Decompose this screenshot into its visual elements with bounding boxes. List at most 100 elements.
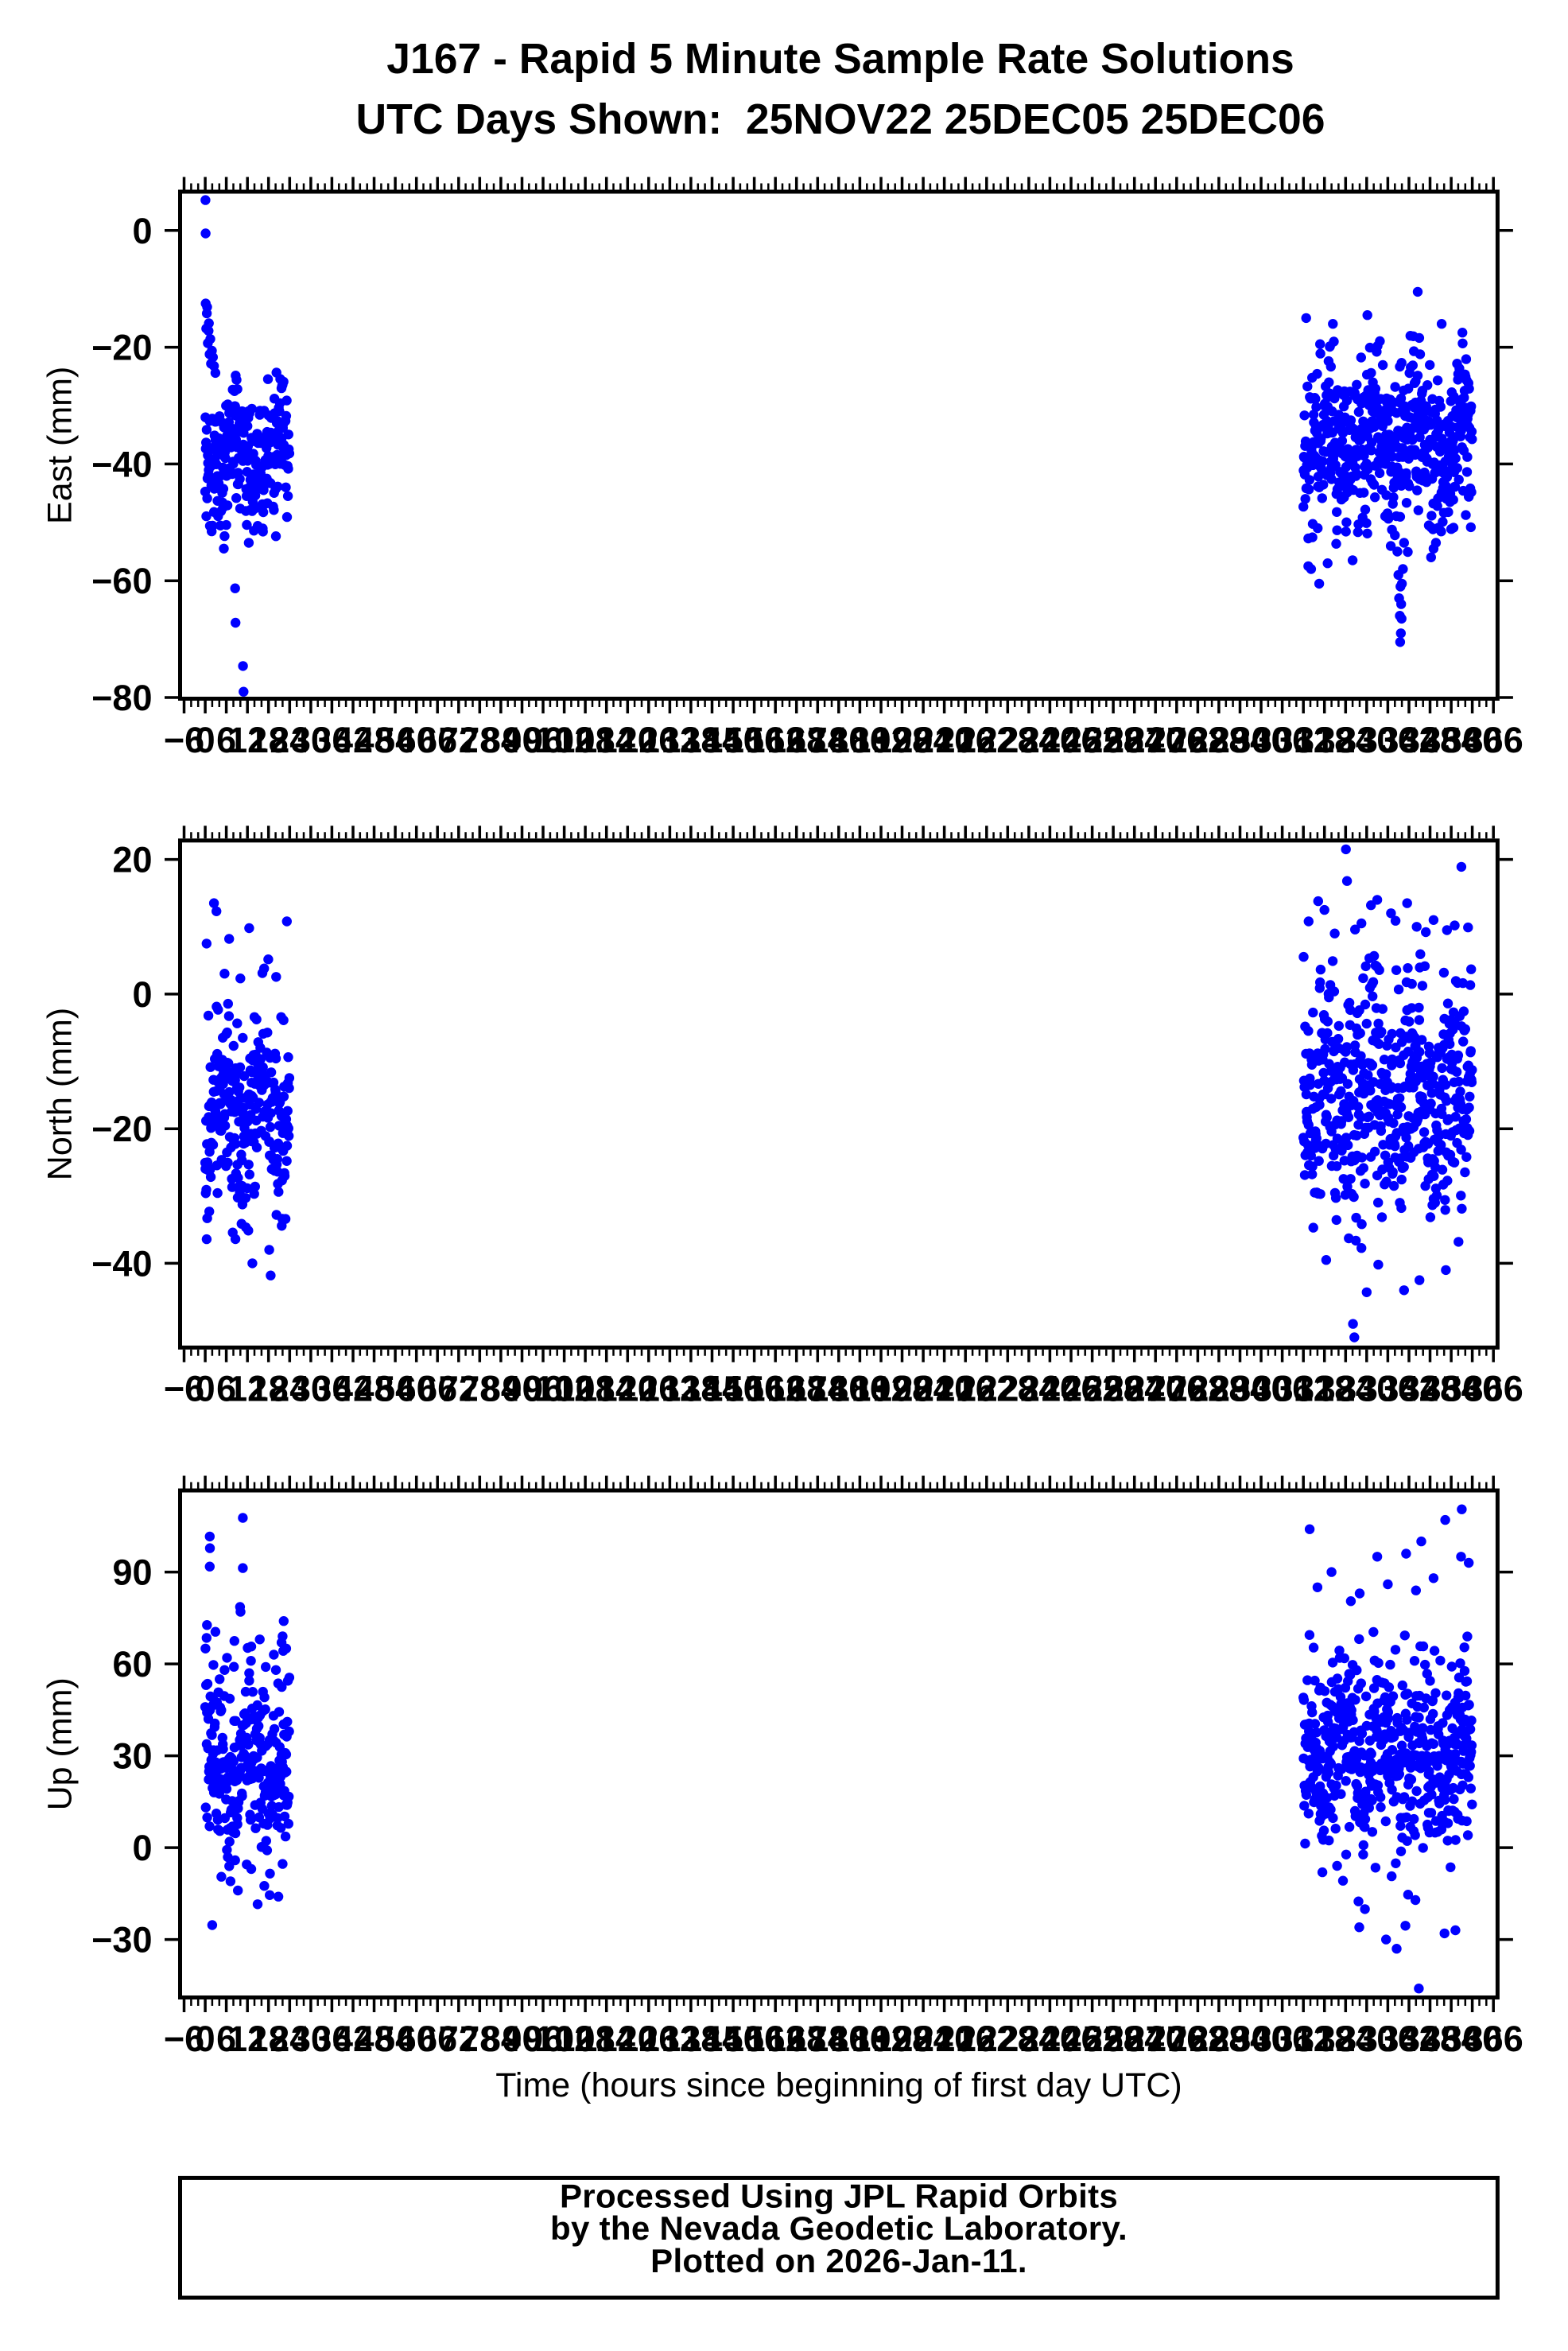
svg-text:240: 240	[1020, 2019, 1080, 2059]
svg-text:48: 48	[354, 2019, 394, 2059]
svg-text:132: 132	[640, 720, 700, 760]
svg-text:276: 276	[1147, 720, 1206, 760]
svg-text:312: 312	[1274, 720, 1333, 760]
svg-text:60: 60	[397, 2019, 437, 2059]
svg-text:312: 312	[1274, 2019, 1333, 2059]
svg-text:294: 294	[1210, 2019, 1270, 2059]
svg-text:168: 168	[767, 720, 826, 760]
svg-text:126: 126	[619, 1369, 678, 1409]
svg-text:150: 150	[704, 2019, 763, 2059]
svg-text:East (mm): East (mm)	[41, 367, 80, 524]
svg-text:234: 234	[999, 2019, 1058, 2059]
svg-text:North (mm): North (mm)	[41, 1008, 80, 1180]
svg-text:366: 366	[1464, 1369, 1523, 1409]
svg-text:324: 324	[1316, 720, 1376, 760]
svg-text:30: 30	[291, 1369, 331, 1409]
svg-text:126: 126	[619, 2019, 678, 2059]
svg-text:174: 174	[788, 1369, 848, 1409]
svg-text:216: 216	[936, 720, 996, 760]
svg-text:306: 306	[1252, 720, 1312, 760]
svg-text:276: 276	[1147, 1369, 1206, 1409]
svg-text:144: 144	[682, 720, 742, 760]
svg-text:Plotted on 2026-Jan-11.: Plotted on 2026-Jan-11.	[650, 2242, 1027, 2279]
svg-text:354: 354	[1422, 1369, 1481, 1409]
svg-text:0: 0	[132, 974, 152, 1015]
svg-text:36: 36	[312, 720, 351, 760]
svg-text:318: 318	[1294, 720, 1354, 760]
svg-text:24: 24	[270, 720, 309, 760]
svg-text:132: 132	[640, 2019, 700, 2059]
svg-text:318: 318	[1294, 1369, 1354, 1409]
svg-text:246: 246	[1041, 1369, 1100, 1409]
svg-text:78: 78	[460, 2019, 499, 2059]
svg-text:270: 270	[1126, 720, 1186, 760]
svg-text:18: 18	[249, 720, 289, 760]
svg-text:30: 30	[112, 1736, 152, 1777]
svg-text:282: 282	[1168, 2019, 1228, 2059]
svg-text:354: 354	[1422, 720, 1481, 760]
svg-text:360: 360	[1442, 1369, 1502, 1409]
svg-text:222: 222	[957, 720, 1016, 760]
svg-text:354: 354	[1422, 2019, 1481, 2059]
svg-text:246: 246	[1041, 2019, 1100, 2059]
svg-text:294: 294	[1210, 1369, 1270, 1409]
svg-text:252: 252	[1062, 1369, 1122, 1409]
svg-text:−20: −20	[91, 1109, 152, 1149]
svg-text:66: 66	[417, 720, 457, 760]
svg-text:240: 240	[1020, 720, 1080, 760]
svg-text:138: 138	[661, 1369, 720, 1409]
svg-text:30: 30	[291, 720, 331, 760]
svg-text:204: 204	[894, 2019, 953, 2059]
svg-text:78: 78	[460, 1369, 499, 1409]
svg-text:330: 330	[1337, 1369, 1396, 1409]
svg-text:60: 60	[397, 720, 437, 760]
svg-text:84: 84	[481, 2019, 521, 2059]
svg-text:96: 96	[523, 720, 563, 760]
svg-text:240: 240	[1020, 1369, 1080, 1409]
svg-text:90: 90	[112, 1552, 152, 1593]
svg-text:24: 24	[270, 2019, 309, 2059]
svg-text:282: 282	[1168, 1369, 1228, 1409]
svg-text:204: 204	[894, 720, 953, 760]
svg-text:306: 306	[1252, 1369, 1312, 1409]
svg-text:360: 360	[1442, 2019, 1502, 2059]
svg-text:−6: −6	[164, 1369, 204, 1409]
svg-text:42: 42	[333, 720, 373, 760]
svg-text:60: 60	[112, 1644, 152, 1685]
svg-text:228: 228	[978, 1369, 1038, 1409]
svg-text:300: 300	[1231, 2019, 1290, 2059]
svg-text:24: 24	[270, 1369, 309, 1409]
svg-text:114: 114	[577, 1369, 635, 1409]
svg-text:0: 0	[196, 2019, 215, 2059]
svg-text:276: 276	[1147, 2019, 1206, 2059]
svg-text:306: 306	[1252, 2019, 1312, 2059]
svg-text:6: 6	[216, 720, 236, 760]
svg-text:108: 108	[556, 2019, 615, 2059]
svg-text:270: 270	[1126, 2019, 1186, 2059]
svg-text:UTC Days Shown: 25NOV22 25DEC: UTC Days Shown: 25NOV22 25DEC05 25DEC06	[355, 96, 1325, 143]
svg-text:168: 168	[767, 2019, 826, 2059]
svg-text:0: 0	[196, 1369, 215, 1409]
svg-text:192: 192	[851, 1369, 910, 1409]
svg-text:222: 222	[957, 2019, 1016, 2059]
svg-text:18: 18	[249, 1369, 289, 1409]
svg-text:72: 72	[439, 2019, 479, 2059]
svg-text:138: 138	[661, 720, 720, 760]
svg-text:54: 54	[375, 2019, 415, 2059]
svg-text:228: 228	[978, 720, 1038, 760]
svg-text:J167 - Rapid 5 Minute Sample R: J167 - Rapid 5 Minute Sample Rate Soluti…	[386, 36, 1294, 83]
svg-text:90: 90	[502, 1369, 541, 1409]
svg-text:270: 270	[1126, 1369, 1186, 1409]
svg-text:162: 162	[746, 2019, 805, 2059]
svg-text:12: 12	[227, 2019, 267, 2059]
svg-text:198: 198	[872, 720, 932, 760]
svg-text:210: 210	[914, 2019, 974, 2059]
svg-text:180: 180	[809, 2019, 868, 2059]
svg-text:336: 336	[1358, 720, 1418, 760]
svg-text:108: 108	[556, 720, 615, 760]
svg-text:120: 120	[598, 720, 658, 760]
svg-text:144: 144	[682, 1369, 742, 1409]
svg-text:264: 264	[1104, 2019, 1164, 2059]
svg-text:36: 36	[312, 1369, 351, 1409]
svg-text:234: 234	[999, 1369, 1058, 1409]
